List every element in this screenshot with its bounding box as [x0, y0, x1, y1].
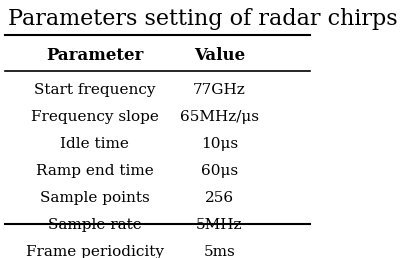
- Text: Parameters setting of radar chirps: Parameters setting of radar chirps: [8, 8, 397, 30]
- Text: Sample rate: Sample rate: [48, 217, 142, 231]
- Text: Parameter: Parameter: [46, 47, 144, 64]
- Text: Value: Value: [194, 47, 245, 64]
- Text: Frequency slope: Frequency slope: [31, 110, 159, 124]
- Text: 60μs: 60μs: [201, 164, 238, 178]
- Text: Ramp end time: Ramp end time: [36, 164, 154, 178]
- Text: 5ms: 5ms: [204, 245, 235, 258]
- Text: Idle time: Idle time: [60, 136, 129, 151]
- Text: 65MHz/μs: 65MHz/μs: [180, 110, 259, 124]
- Text: 256: 256: [205, 190, 234, 205]
- Text: 10μs: 10μs: [201, 136, 238, 151]
- Text: Sample points: Sample points: [40, 190, 150, 205]
- Text: 77GHz: 77GHz: [193, 83, 246, 96]
- Text: Frame periodicity: Frame periodicity: [26, 245, 164, 258]
- Text: 5MHz: 5MHz: [196, 217, 243, 231]
- Text: Start frequency: Start frequency: [34, 83, 156, 96]
